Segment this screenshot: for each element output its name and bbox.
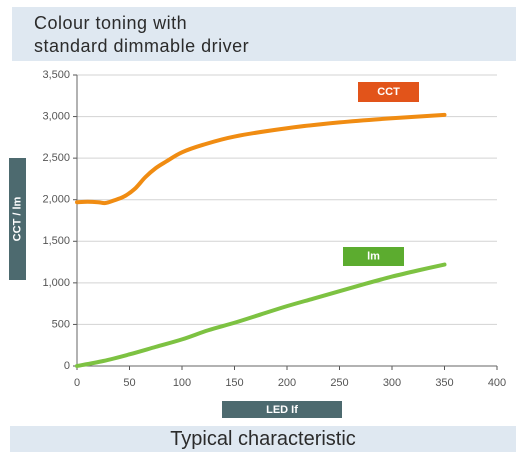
x-tick-label: 50 — [123, 377, 135, 389]
y-axis-label-text: CCT / lm — [11, 196, 23, 241]
y-axis-label: CCT / lm — [9, 158, 26, 280]
chart-title-panel: Colour toning with standard dimmable dri… — [12, 7, 516, 61]
series-lines — [75, 112, 447, 368]
line-chart: 0 500 1,000 1,500 2,000 2,500 3,000 3,500 0 50 10… — [9, 69, 506, 418]
gridlines — [77, 74, 497, 325]
y-axis-ticks: 0 500 1,000 1,500 2,000 2,500 3,000 3,500 — [42, 69, 77, 372]
cct-series-label: CCT — [358, 82, 419, 102]
lm-line — [75, 262, 447, 368]
x-tick-label: 200 — [278, 377, 296, 389]
x-tick-label: 100 — [173, 377, 191, 389]
x-tick-label: 150 — [225, 377, 243, 389]
y-tick-label: 1,500 — [42, 235, 70, 247]
y-tick-label: 3,000 — [42, 110, 70, 122]
lm-series-label-text: lm — [367, 250, 380, 262]
x-tick-label: 250 — [330, 377, 348, 389]
x-axis-ticks: 0 50 100 150 200 250 300 350 400 — [74, 366, 506, 389]
lm-series-label: lm — [343, 247, 404, 266]
chart-title-line-2: standard dimmable driver — [34, 36, 250, 56]
y-tick-label: 0 — [64, 360, 70, 372]
cct-line — [75, 112, 447, 206]
axes — [76, 75, 497, 367]
x-tick-label: 350 — [435, 377, 453, 389]
chart-title-line-1: Colour toning with — [34, 13, 188, 33]
x-axis-label-text: LED If — [266, 404, 298, 416]
x-tick-label: 300 — [383, 377, 401, 389]
y-tick-label: 1,000 — [42, 277, 70, 289]
x-tick-label: 400 — [488, 377, 506, 389]
chart-caption: Typical characteristic — [10, 426, 516, 452]
cct-series-label-text: CCT — [377, 86, 400, 98]
x-tick-label: 0 — [74, 377, 80, 389]
y-tick-label: 2,500 — [42, 152, 70, 164]
y-tick-label: 500 — [52, 318, 70, 330]
y-tick-label: 2,000 — [42, 194, 70, 206]
x-axis-label: LED If — [222, 401, 342, 418]
y-tick-label: 3,500 — [42, 69, 70, 81]
